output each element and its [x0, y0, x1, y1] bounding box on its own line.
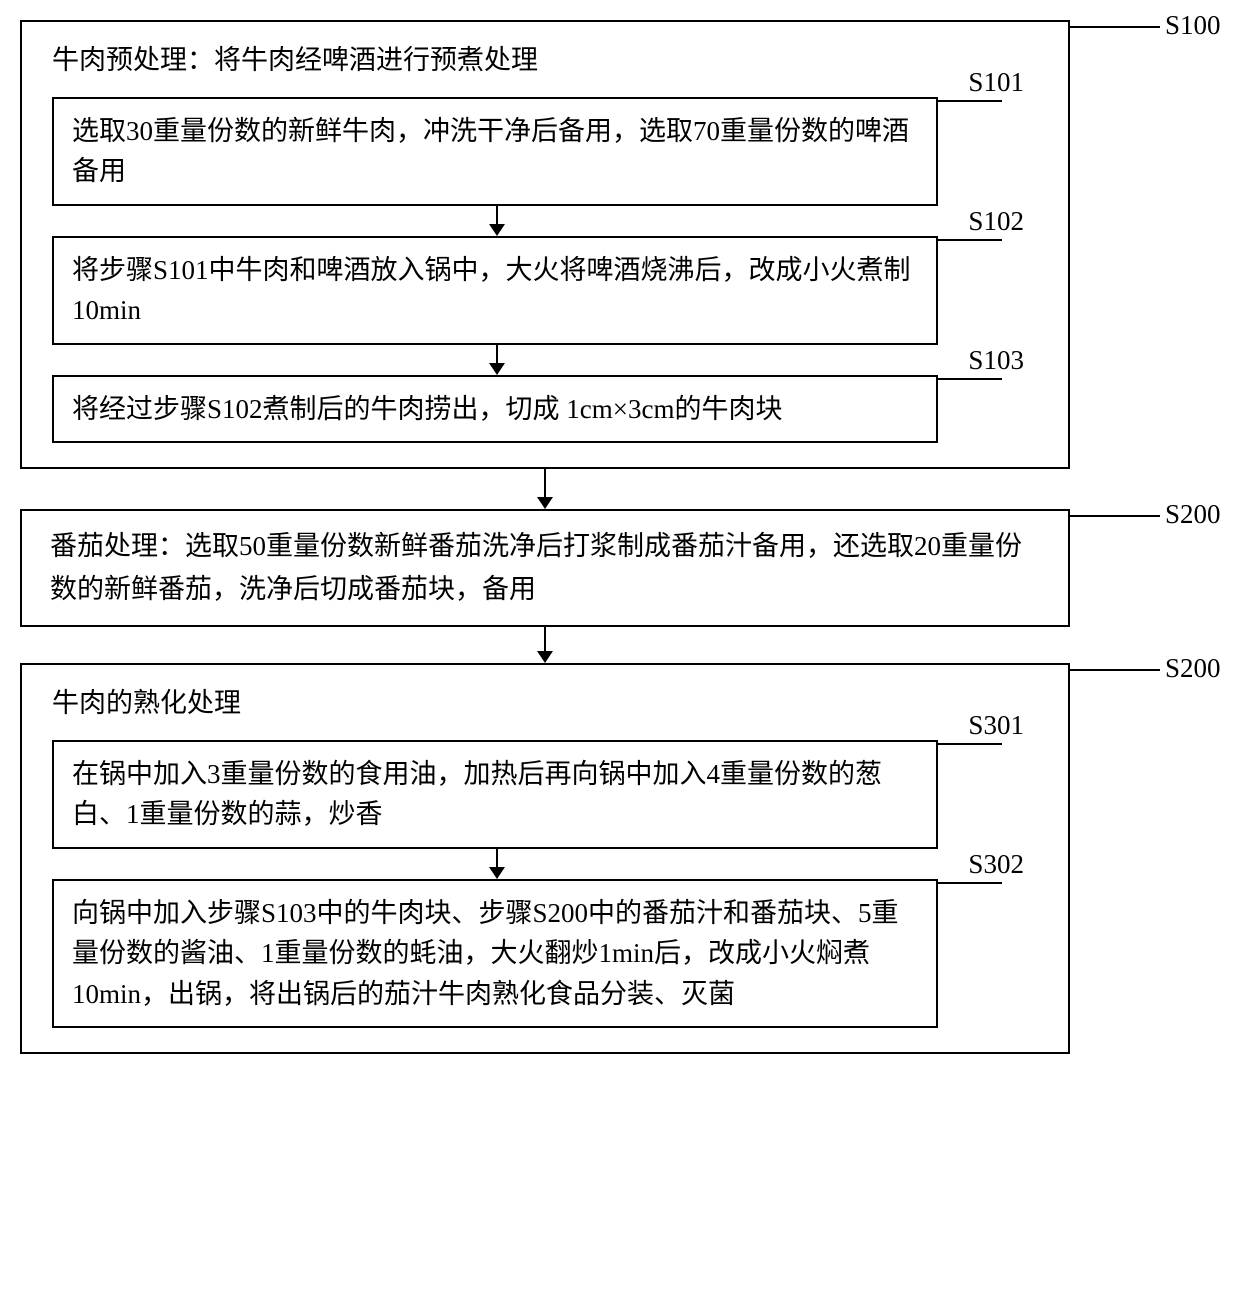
label-s103: S103 [968, 345, 1024, 376]
connector-line [938, 100, 1002, 102]
block-s102-text: 将步骤S101中牛肉和啤酒放入锅中，大火将啤酒烧沸后，改成小火煮制10min [72, 255, 911, 326]
block-s200-tomato: 番茄处理：选取50重量份数新鲜番茄洗净后打浆制成番茄汁备用，还选取20重量份数的… [20, 509, 1070, 627]
block-s301-text: 在锅中加入3重量份数的食用油，加热后再向锅中加入4重量份数的葱白、1重量份数的蒜… [72, 759, 882, 830]
block-s302-text: 向锅中加入步骤S103中的牛肉块、步骤S200中的番茄汁和番茄块、5重量份数的酱… [72, 898, 899, 1009]
block-s302: 向锅中加入步骤S103中的牛肉块、步骤S200中的番茄汁和番茄块、5重量份数的酱… [52, 879, 938, 1029]
arrow-down [20, 469, 1070, 509]
label-s302: S302 [968, 849, 1024, 880]
group-s200b-title: 牛肉的熟化处理 [52, 683, 1038, 724]
connector-line [938, 743, 1002, 745]
connector-line [1070, 515, 1160, 517]
connector-line [1070, 26, 1160, 28]
connector-line [938, 378, 1002, 380]
label-s101: S101 [968, 67, 1024, 98]
arrow-down [20, 627, 1070, 663]
group-s200b: 牛肉的熟化处理 在锅中加入3重量份数的食用油，加热后再向锅中加入4重量份数的葱白… [20, 663, 1070, 1054]
arrow-down [52, 345, 942, 375]
label-s200a: S200 [1165, 499, 1221, 530]
arrow-down [52, 206, 942, 236]
label-s102: S102 [968, 206, 1024, 237]
group-s100-title: 牛肉预处理：将牛肉经啤酒进行预煮处理 [52, 40, 1038, 81]
block-s103-text: 将经过步骤S102煮制后的牛肉捞出，切成 1cm×3cm的牛肉块 [72, 394, 782, 424]
block-s103: 将经过步骤S102煮制后的牛肉捞出，切成 1cm×3cm的牛肉块 [52, 375, 938, 444]
block-s101-text: 选取30重量份数的新鲜牛肉，冲洗干净后备用，选取70重量份数的啤酒备用 [72, 116, 909, 187]
connector-line [1070, 669, 1160, 671]
flowchart-container: 牛肉预处理：将牛肉经啤酒进行预煮处理 选取30重量份数的新鲜牛肉，冲洗干净后备用… [20, 20, 1220, 1054]
label-s200b: S200 [1165, 653, 1221, 684]
block-s101: 选取30重量份数的新鲜牛肉，冲洗干净后备用，选取70重量份数的啤酒备用 [52, 97, 938, 206]
arrow-down [52, 849, 942, 879]
group-s100: 牛肉预处理：将牛肉经啤酒进行预煮处理 选取30重量份数的新鲜牛肉，冲洗干净后备用… [20, 20, 1070, 469]
label-s301: S301 [968, 710, 1024, 741]
block-s301: 在锅中加入3重量份数的食用油，加热后再向锅中加入4重量份数的葱白、1重量份数的蒜… [52, 740, 938, 849]
label-s100: S100 [1165, 10, 1221, 41]
connector-line [938, 239, 1002, 241]
block-s200-tomato-text: 番茄处理：选取50重量份数新鲜番茄洗净后打浆制成番茄汁备用，还选取20重量份数的… [50, 531, 1022, 604]
connector-line [938, 882, 1002, 884]
block-s102: 将步骤S101中牛肉和啤酒放入锅中，大火将啤酒烧沸后，改成小火煮制10min [52, 236, 938, 345]
